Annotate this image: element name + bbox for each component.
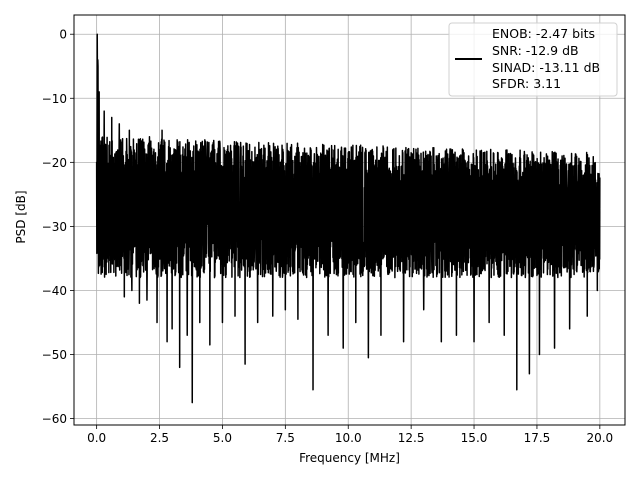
x-tick-label: 12.5 (398, 431, 425, 445)
x-tick-label: 15.0 (461, 431, 488, 445)
legend-sfdr: SFDR: 3.11 (492, 76, 561, 91)
x-tick-label: 10.0 (335, 431, 362, 445)
psd-series-line (95, 33, 601, 404)
series-layer (95, 33, 601, 404)
x-axis-label: Frequency [MHz] (299, 451, 400, 465)
x-tick-label: 20.0 (586, 431, 613, 445)
y-tick-label: −60 (42, 412, 67, 426)
y-tick-label: −10 (42, 92, 67, 106)
legend-snr: SNR: -12.9 dB (492, 43, 579, 58)
legend-enob: ENOB: -2.47 bits (492, 26, 595, 41)
axes-frame (73, 14, 626, 426)
x-tick-label: 7.5 (276, 431, 295, 445)
x-tick-label: 0.0 (87, 431, 106, 445)
x-tick-label: 17.5 (524, 431, 551, 445)
legend-sinad: SINAD: -13.11 dB (492, 60, 600, 75)
y-tick-label: −30 (42, 220, 67, 234)
y-tick-label: −40 (42, 284, 67, 298)
y-axis-label: PSD [dB] (14, 190, 28, 243)
y-tick-label: −50 (42, 348, 67, 362)
y-axis-ticks: 0 −10 −20 −30 −40 −50 −60 (42, 28, 74, 426)
legend: ENOB: -2.47 bits SNR: -12.9 dB SINAD: -1… (448, 22, 618, 97)
x-axis-ticks: 0.0 2.5 5.0 7.5 10.0 12.5 15.0 17.5 20.0 (87, 425, 613, 445)
y-tick-label: 0 (59, 28, 67, 42)
y-tick-label: −20 (42, 156, 67, 170)
x-tick-label: 2.5 (150, 431, 169, 445)
legend-box (448, 22, 618, 97)
x-tick-label: 5.0 (213, 431, 232, 445)
